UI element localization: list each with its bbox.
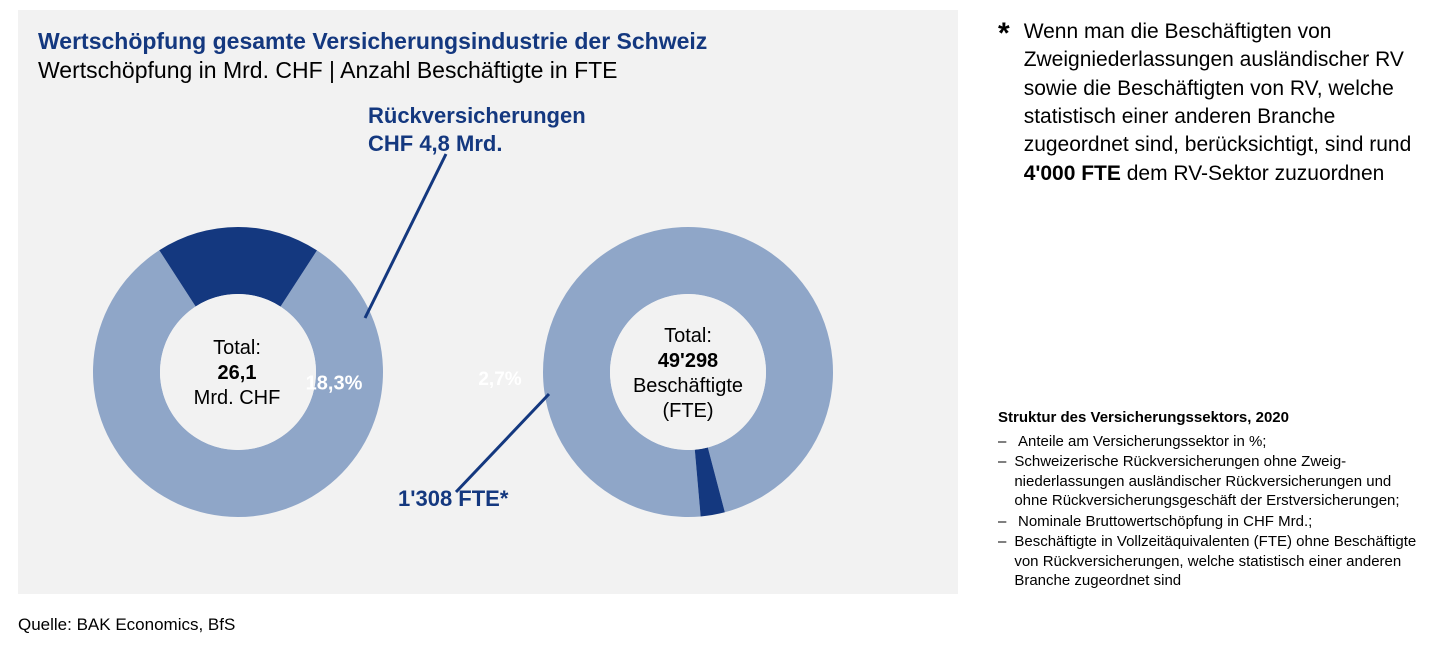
legend-list: –Anteile am Versicherungssektor in %;–Sc…	[998, 432, 1428, 591]
chart-panel: Wertschöpfung gesamte Versicherungsindus…	[18, 10, 958, 594]
donut1-center-line2: 26,1	[162, 361, 312, 386]
legend-item: –Nominale Bruttowertschöpfung in CHF Mrd…	[998, 512, 1428, 532]
footnote-after: dem RV-Sektor zuzuordnen	[1121, 162, 1384, 185]
chart-subtitle: Wertschöpfung in Mrd. CHF | Anzahl Besch…	[38, 57, 938, 84]
donut2-pct-label: 2,7%	[478, 369, 521, 391]
legend-block: Struktur des Versicherungssektors, 2020 …	[998, 408, 1428, 592]
donut2-center-line3: Beschäftigte	[613, 374, 763, 399]
donut1-pct-label: 18,3%	[306, 373, 363, 396]
donut2-center-line4: (FTE)	[613, 399, 763, 424]
footnote-asterisk: *	[998, 20, 1010, 188]
donut-container: Rückversicherungen CHF 4,8 Mrd. Total: 2…	[38, 84, 938, 564]
source-text: Quelle: BAK Economics, BfS	[18, 615, 235, 635]
donut2-center: Total: 49'298 Beschäftigte (FTE)	[613, 324, 763, 424]
footnote-block: * Wenn man die Beschäftigten von Zweigni…	[998, 18, 1428, 188]
footnote-text: Wenn man die Beschäftigten von Zweignied…	[1024, 18, 1428, 188]
donut1-center-line1: Total:	[162, 336, 312, 361]
footnote-bold: 4'000 FTE	[1024, 162, 1121, 185]
donut2-center-line2: 49'298	[613, 349, 763, 374]
donut1-center-line3: Mrd. CHF	[162, 386, 312, 411]
legend-item: –Beschäftigte in Vollzeitäquivalenten (F…	[998, 532, 1428, 591]
donut1-center: Total: 26,1 Mrd. CHF	[162, 336, 312, 411]
footnote-before: Wenn man die Beschäftigten von Zweignied…	[1024, 20, 1412, 156]
callout-bottom: 1'308 FTE*	[398, 486, 508, 512]
legend-item: –Anteile am Versicherungssektor in %;	[998, 432, 1428, 452]
chart-title: Wertschöpfung gesamte Versicherungsindus…	[38, 28, 938, 55]
legend-title: Struktur des Versicherungssektors, 2020	[998, 408, 1428, 428]
donut2-center-line1: Total:	[613, 324, 763, 349]
legend-item: –Schweizerische Rückversicherungen ohne …	[998, 452, 1428, 511]
